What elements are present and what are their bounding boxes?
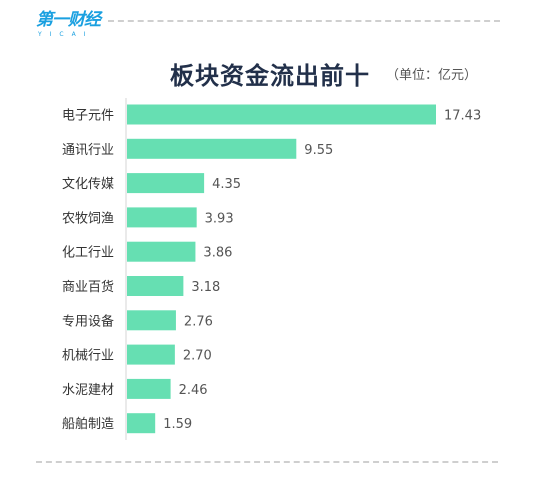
value-label: 3.18 [191,280,220,295]
category-label: 化工行业 [62,246,114,261]
logo-subtext: YICAI [38,31,94,38]
category-label: 水泥建材 [62,383,114,398]
chart-title: 板块资金流出前十 [170,62,370,90]
value-label: 3.86 [203,246,232,261]
category-label: 电子元件 [62,109,114,124]
bar [127,344,175,365]
bar [127,276,184,296]
bar [127,413,156,434]
chart-unit: （单位：亿元） [386,68,478,83]
category-label: 通讯行业 [62,143,114,158]
value-label: 17.43 [444,109,481,124]
category-label: 文化传媒 [62,177,114,192]
logo: 第一财经 YICAI [36,10,106,40]
value-label: 4.35 [212,177,241,192]
bar [127,138,297,159]
category-label: 专用设备 [62,313,114,329]
bar [127,104,436,125]
value-label: 1.59 [163,417,192,432]
value-label: 2.46 [179,383,208,398]
category-label: 机械行业 [62,349,114,364]
bar [127,241,196,262]
category-label: 商业百货 [62,279,114,295]
value-label: 3.93 [205,211,234,226]
bar [127,310,176,331]
logo-text: 第一财经 [36,10,101,30]
category-label: 船舶制造 [62,416,114,432]
value-label: 2.76 [184,314,213,329]
value-label: 2.70 [183,349,212,364]
bar [127,173,205,194]
category-label: 农牧饲渔 [62,211,114,226]
bar [127,207,197,228]
bottom-divider [36,461,498,463]
bar [127,378,171,399]
top-divider [108,20,500,22]
value-label: 9.55 [304,143,333,158]
